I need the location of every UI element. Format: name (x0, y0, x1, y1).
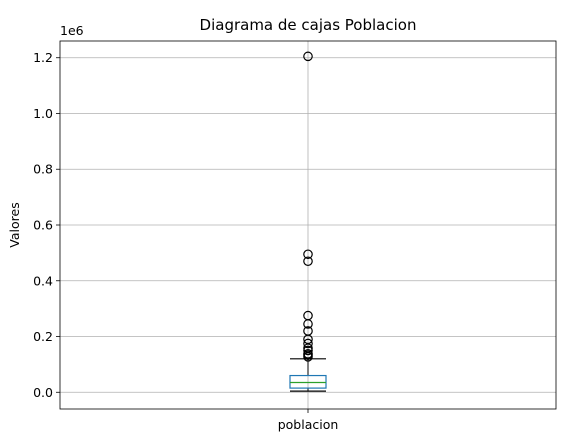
plot-frame (59, 40, 557, 410)
y-axis-label: Valores (7, 202, 22, 247)
y-scale-label: 1e6 (60, 23, 84, 38)
y-tick-label: 0.8 (33, 162, 53, 177)
box-element (289, 51, 327, 392)
grid-lines (60, 41, 556, 409)
y-tick-label: 0.4 (33, 273, 53, 288)
y-tick-label: 1.2 (33, 50, 53, 65)
outlier-point (303, 256, 313, 267)
outlier-point (303, 249, 313, 260)
outlier-point (303, 326, 313, 336)
y-tick-label: 0.2 (33, 329, 53, 344)
x-tick-label: poblacion (278, 417, 339, 432)
y-tick-label: 0.0 (33, 385, 53, 400)
outlier-point (303, 338, 313, 349)
outlier-point (303, 51, 313, 62)
outlier-point (303, 310, 313, 321)
chart-title: Diagrama de cajas Poblacion (200, 16, 417, 34)
y-tick-label: 0.6 (33, 218, 53, 233)
y-tick-label: 1.0 (33, 106, 53, 121)
iqr-box (289, 374, 327, 389)
outlier-point (303, 348, 313, 359)
